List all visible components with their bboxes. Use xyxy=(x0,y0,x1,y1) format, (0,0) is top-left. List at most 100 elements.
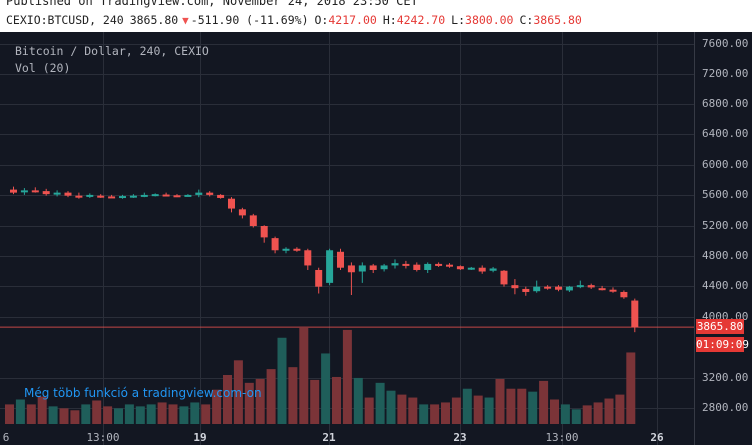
countdown-tag: 01:09:09 xyxy=(696,337,749,352)
candle-body xyxy=(108,196,116,199)
candle-body xyxy=(86,194,94,197)
volume-bar xyxy=(408,397,418,424)
candle-body xyxy=(228,198,235,209)
volume-bar xyxy=(462,388,472,424)
volume-bar xyxy=(582,405,592,424)
candle-body xyxy=(315,269,323,287)
candle-body xyxy=(587,285,595,288)
candle-body xyxy=(195,192,203,195)
candle-body xyxy=(522,288,530,292)
volume-bar xyxy=(124,404,134,424)
candle-body xyxy=(75,195,83,198)
volume-bar xyxy=(386,390,396,424)
candle-body xyxy=(31,190,39,193)
volume-bar xyxy=(310,379,320,424)
candle-body xyxy=(402,263,410,266)
candle-body xyxy=(620,291,628,298)
volume-bar xyxy=(212,389,222,424)
volume-bar xyxy=(528,391,538,424)
candle-body xyxy=(500,270,508,285)
time-axis-label: 19 xyxy=(193,431,207,444)
volume-bar xyxy=(364,397,374,424)
price-axis-label: 4800.00 xyxy=(702,249,749,262)
candle-body xyxy=(544,286,552,289)
volume-bar xyxy=(179,406,189,424)
last-price-tag: 3865.80 xyxy=(696,319,744,334)
volume-bar xyxy=(114,408,123,424)
price-axis-label: 7200.00 xyxy=(702,67,749,80)
ohlc-infobar: CEXIO:BTCUSD, 240 3865.80 ▼ -511.90 (-11… xyxy=(6,12,582,28)
open-label: O: xyxy=(314,13,329,27)
volume-bar xyxy=(233,360,243,424)
price-axis-label: 6400.00 xyxy=(702,127,749,140)
candle-body xyxy=(119,196,126,199)
volume-bar xyxy=(451,397,461,424)
price-axis-label: 2800.00 xyxy=(702,401,749,414)
candle-body xyxy=(576,285,584,288)
volume-bar xyxy=(626,352,636,424)
volume-bar xyxy=(604,398,614,424)
volume-bar xyxy=(473,395,483,424)
volume-bar xyxy=(70,410,80,424)
candle-body xyxy=(489,268,497,271)
candle-body xyxy=(467,267,475,270)
last-price: 3865.80 xyxy=(129,13,179,27)
candle-body xyxy=(271,238,279,251)
high-label: H: xyxy=(382,13,397,27)
volume-bar xyxy=(397,394,407,424)
down-triangle-icon: ▼ xyxy=(182,13,189,27)
chart-canvas[interactable]: Bitcoin / Dollar, 240, CEXIO Vol (20) Mé… xyxy=(0,32,752,445)
volume-bar xyxy=(201,404,211,424)
volume-bar xyxy=(375,382,385,424)
price-axis-label: 3200.00 xyxy=(702,371,749,384)
candle-body xyxy=(511,285,519,289)
volume-bar xyxy=(419,404,429,424)
volume-bar xyxy=(441,402,450,424)
candle-body xyxy=(391,263,399,266)
candle-body xyxy=(260,226,268,238)
candle-body xyxy=(598,288,606,291)
candle-body xyxy=(42,191,50,195)
candle-body xyxy=(140,194,148,197)
price-axis-label: 7600.00 xyxy=(702,37,749,50)
candle-body xyxy=(97,195,105,198)
candlestick-chart[interactable] xyxy=(0,32,752,445)
volume-bar xyxy=(5,404,14,424)
candle-body xyxy=(293,248,301,251)
volume-bar xyxy=(15,399,25,424)
candle-body xyxy=(304,250,312,266)
price-axis-label: 6000.00 xyxy=(702,158,749,171)
volume-bar xyxy=(92,400,102,424)
volume-bar xyxy=(550,399,559,424)
candle-body xyxy=(206,192,214,195)
open-value: 4217.00 xyxy=(328,13,377,27)
candle-body xyxy=(326,250,334,283)
candle-body xyxy=(456,266,464,270)
candle-body xyxy=(217,194,225,198)
candle-body xyxy=(555,286,562,290)
volume-bar xyxy=(430,404,440,424)
volume-bar xyxy=(517,388,527,424)
candle-body xyxy=(631,300,639,328)
candle-body xyxy=(282,248,290,251)
volume-bar xyxy=(255,378,265,424)
candle-body xyxy=(64,192,72,196)
low-value: 3800.00 xyxy=(465,13,514,27)
volume-bar xyxy=(288,367,298,424)
low-label: L: xyxy=(451,13,466,27)
candle-body xyxy=(238,209,246,216)
close-label: C: xyxy=(519,13,534,27)
promo-link[interactable]: Még több funkció a tradingview.com-on xyxy=(24,386,262,400)
volume-bar xyxy=(266,369,276,424)
volume-bar xyxy=(81,404,91,424)
candle-body xyxy=(369,265,377,270)
candle-body xyxy=(249,215,257,226)
volume-bar xyxy=(157,402,167,424)
volume-bar xyxy=(299,327,309,424)
candle-body xyxy=(424,263,432,270)
candle-body xyxy=(565,286,573,291)
candle-body xyxy=(413,264,421,270)
volume-bar xyxy=(593,402,603,424)
symbol-label: CEXIO:BTCUSD, 240 xyxy=(6,13,124,27)
candle-body xyxy=(533,286,541,292)
